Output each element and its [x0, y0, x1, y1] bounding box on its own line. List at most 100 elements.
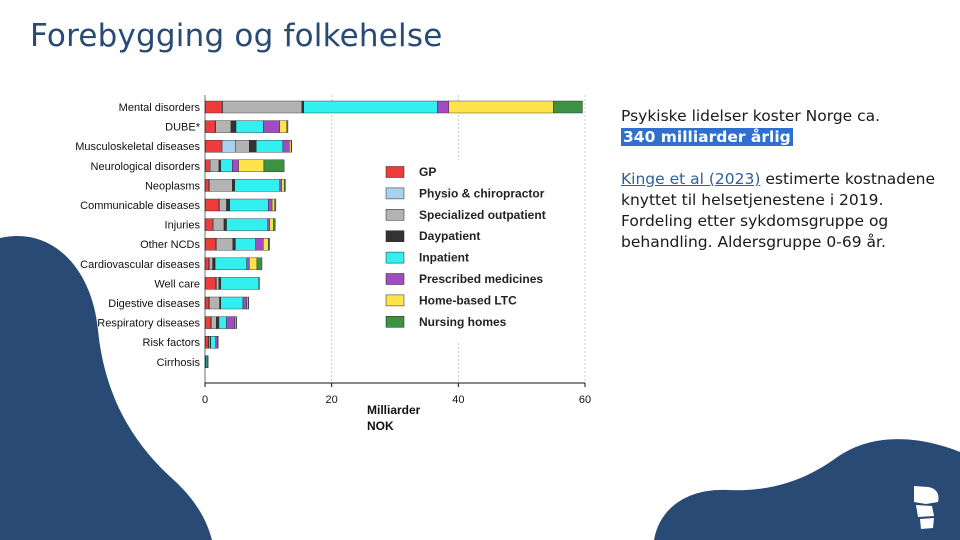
legend-swatch-0 — [385, 166, 405, 178]
bar-segment-2-2 — [235, 139, 250, 153]
bar-segment-3-4 — [220, 159, 233, 173]
bar-segment-0-3 — [301, 100, 304, 114]
category-label-2: Musculoskeletal diseases — [75, 141, 200, 153]
logo-icon — [914, 486, 939, 529]
bar-segment-1-2 — [215, 120, 232, 133]
x-tick-label-1: 20 — [326, 394, 338, 406]
bar-segment-5-0 — [204, 198, 220, 212]
bar-segment-4-5 — [279, 179, 282, 192]
x-tick-label-0: 0 — [202, 394, 208, 406]
bar-segment-10-4 — [220, 296, 244, 310]
bar-segment-6-7 — [273, 218, 276, 231]
bar-segment-6-6 — [269, 218, 274, 231]
bar-segment-8-6 — [249, 257, 258, 270]
bar-segment-5-5 — [268, 198, 273, 212]
bar-segment-10-5 — [242, 296, 247, 310]
bar-segment-3-3 — [218, 159, 222, 173]
bar-segment-5-6 — [271, 198, 275, 212]
legend-swatch-4 — [385, 251, 405, 264]
right-wave-shape — [654, 439, 960, 540]
legend-label-6: Home-based LTC — [419, 293, 517, 307]
bar-segment-2-4 — [256, 139, 284, 153]
bar-segment-2-5 — [282, 139, 290, 153]
legend-label-1: Physio & chiropractor — [419, 186, 545, 200]
bar-segment-5-2 — [219, 198, 227, 212]
slide-title: Forebygging og folkehelse — [30, 18, 443, 54]
category-label-7: Other NCDs — [140, 239, 200, 251]
bar-segment-8-4 — [214, 257, 247, 270]
legend-label-2: Specialized outpatient — [419, 208, 546, 222]
bar-segment-12-6 — [217, 336, 219, 349]
category-label-1: DUBE* — [165, 122, 201, 134]
bar-segment-0-7 — [553, 100, 583, 114]
bar-segment-2-6 — [289, 139, 292, 153]
bar-segment-4-7 — [283, 179, 286, 192]
bar-segment-4-6 — [281, 179, 285, 192]
bar-segment-4-3 — [232, 179, 235, 192]
bar-segment-11-3 — [216, 316, 220, 329]
legend-swatch-1 — [385, 187, 405, 200]
x-axis-label-line1: Milliarder — [367, 403, 421, 417]
bar-segment-7-0 — [204, 237, 216, 251]
bar-segment-0-0 — [204, 100, 223, 114]
bar-segment-11-5 — [226, 316, 235, 329]
cost-statement: Psykiske lidelser koster Norge ca. 340 m… — [621, 106, 941, 148]
legend-background — [378, 160, 574, 341]
bar-segment-6-2 — [213, 218, 225, 231]
bar-segment-3-5 — [232, 159, 239, 173]
chart-legend: GP Physio & chiropractor Specialized outpa… — [385, 165, 546, 329]
bar-segment-3-0 — [204, 159, 210, 173]
bar-segment-6-5 — [267, 218, 270, 231]
bar-segment-4-2 — [209, 179, 233, 192]
bar-segment-11-4 — [218, 316, 227, 329]
category-label-5: Communicable diseases — [80, 200, 200, 212]
bar-segment-4-0 — [204, 179, 209, 192]
bar-segment-7-5 — [255, 237, 264, 251]
bar-segment-4-4 — [234, 179, 280, 192]
legend-label-3: Daypatient — [419, 229, 480, 243]
legend-swatch-7 — [385, 316, 405, 328]
bar-segment-3-2 — [210, 159, 220, 173]
bar-segment-1-6 — [279, 120, 287, 133]
bar-segment-9-0 — [204, 277, 216, 290]
bar-segment-8-0 — [204, 257, 209, 270]
bar-segment-11-7 — [235, 316, 237, 329]
bar-segment-9-2 — [216, 277, 220, 290]
category-label-11: Respiratory diseases — [97, 318, 200, 330]
cost-statement-line: Psykiske lidelser koster Norge ca. — [621, 107, 881, 125]
chart-bars — [204, 100, 583, 368]
bar-segment-6-0 — [204, 218, 213, 231]
x-axis: 0 20 40 60 — [202, 95, 591, 406]
bar-segment-10-0 — [204, 296, 209, 310]
bar-segment-6-4 — [226, 218, 268, 231]
bar-segment-7-4 — [235, 237, 256, 251]
bar-segment-2-7 — [290, 139, 292, 153]
bar-segment-3-6 — [238, 159, 265, 173]
bar-segment-2-3 — [249, 139, 257, 153]
bar-segment-5-7 — [274, 198, 277, 212]
bar-segment-8-5 — [246, 257, 250, 270]
source-statement: Kinge et al (2023) estimerte kostnadene … — [621, 169, 941, 253]
category-label-8: Cardiovascular diseases — [80, 259, 200, 271]
description-text: Psykiske lidelser koster Norge ca. 340 m… — [621, 106, 941, 274]
legend-label-7: Nursing homes — [419, 315, 507, 329]
bar-segment-1-5 — [263, 120, 280, 133]
cost-highlight: 340 milliarder årlig — [621, 128, 793, 146]
bar-segment-12-4 — [210, 336, 216, 349]
category-label-3: Neurological disorders — [91, 161, 201, 173]
bar-segment-3-7 — [263, 159, 285, 173]
x-axis-label-line2: NOK — [367, 419, 394, 433]
category-label-13: Cirrhosis — [157, 357, 201, 369]
bar-segment-1-0 — [204, 120, 216, 133]
bar-segment-9-7 — [258, 277, 260, 290]
legend-label-0: GP — [419, 165, 436, 179]
bar-segment-12-0 — [204, 336, 209, 349]
source-description: estimerte kostnadene knyttet til helsetj… — [621, 170, 936, 251]
bar-segment-8-7 — [256, 257, 263, 270]
bar-segment-7-7 — [268, 237, 270, 251]
x-tick-label-2: 40 — [452, 394, 464, 406]
bar-segment-13-7 — [207, 355, 209, 368]
category-labels: Mental disorders DUBE* Musculoskeletal dis… — [75, 102, 200, 369]
source-link[interactable]: Kinge et al (2023) — [621, 170, 761, 188]
